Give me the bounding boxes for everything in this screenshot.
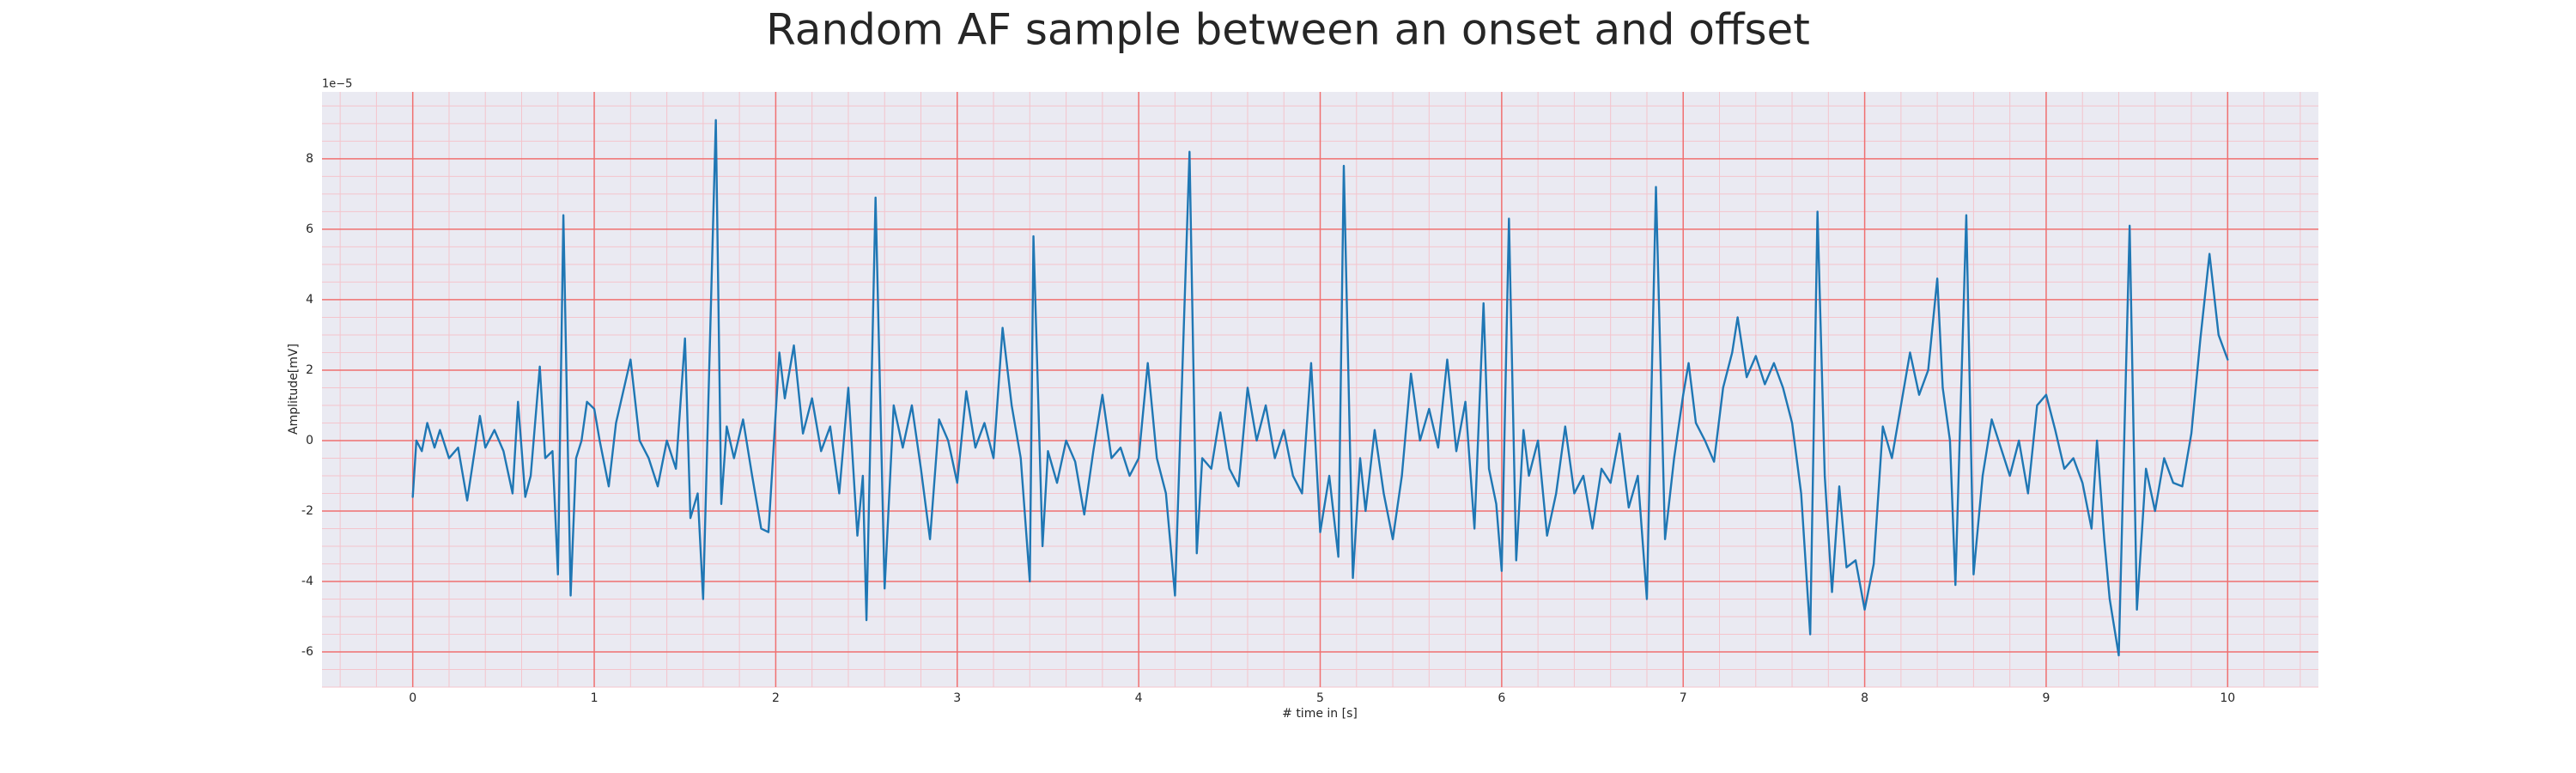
- chart-title: Random AF sample between an onset and of…: [766, 5, 1810, 55]
- x-tick-label: 1: [591, 691, 598, 705]
- y-tick-label: 2: [306, 363, 313, 377]
- x-tick-label: 5: [1316, 691, 1324, 705]
- x-tick-label: 10: [2220, 691, 2235, 705]
- x-tick-label: 7: [1680, 691, 1687, 705]
- y-tick-label: -2: [301, 504, 313, 518]
- y-tick-label: 4: [306, 293, 313, 307]
- signal-line: [411, 119, 2229, 657]
- x-tick-label: 3: [953, 691, 961, 705]
- y-offset-label: 1e−5: [322, 78, 352, 91]
- y-tick-label: -4: [301, 575, 313, 588]
- y-tick-label: 0: [306, 434, 313, 447]
- x-tick-label: 8: [1861, 691, 1868, 705]
- y-axis-label: Amplitude[mV]: [287, 344, 301, 435]
- x-tick-label: 2: [772, 691, 780, 705]
- x-tick-label: 9: [2042, 691, 2050, 705]
- x-tick-label: 6: [1498, 691, 1505, 705]
- x-axis-label: # time in [s]: [1282, 707, 1358, 721]
- x-tick-label: 4: [1135, 691, 1143, 705]
- x-tick-label: 0: [409, 691, 416, 705]
- y-tick-label: -6: [301, 645, 313, 659]
- y-tick-label: 8: [306, 152, 313, 166]
- y-tick-label: 6: [306, 222, 313, 236]
